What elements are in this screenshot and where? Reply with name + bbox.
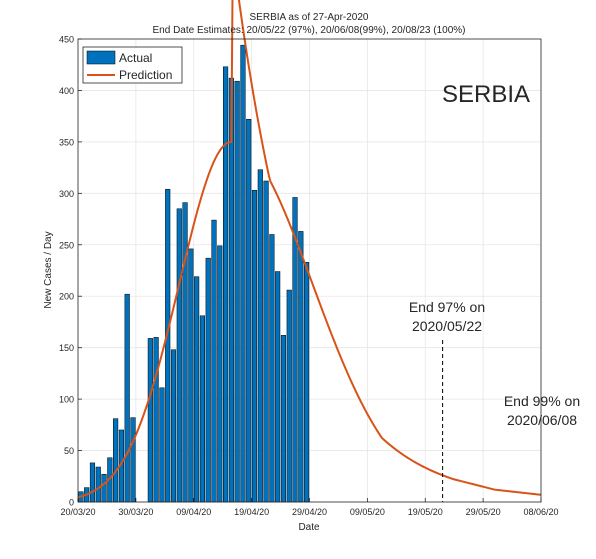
bar-actual	[205, 257, 211, 503]
end-97-label-line1: End 97% on	[409, 299, 485, 315]
y-tick-label: 100	[59, 395, 74, 405]
x-tick-label: 19/05/20	[408, 507, 443, 517]
y-ticks: 0 50 100 150 200 250 300 350 400 450	[59, 35, 82, 508]
legend: Actual Prediction	[82, 46, 183, 84]
bar-actual	[199, 315, 205, 503]
bar-actual	[304, 262, 310, 503]
bar-actual	[113, 418, 119, 503]
bar-actual	[286, 289, 292, 503]
bar-actual	[263, 180, 269, 503]
bar-actual	[211, 219, 217, 503]
legend-actual-label: Actual	[119, 51, 152, 65]
bar-actual	[223, 66, 229, 503]
x-tick-label: 09/04/20	[176, 507, 211, 517]
bar-actual	[188, 248, 194, 503]
bar-actual	[194, 276, 200, 503]
chart-title: SERBIA as of 27-Apr-2020	[250, 12, 369, 23]
y-tick-label: 200	[59, 292, 74, 302]
y-tick-label: 50	[64, 446, 74, 456]
bar-actual	[275, 271, 281, 503]
bar-actual	[147, 338, 153, 503]
bar-actual	[246, 119, 252, 503]
bar-actual	[234, 80, 240, 503]
legend-actual-swatch	[86, 50, 116, 65]
end-99-label-line1: End 99% on	[504, 393, 580, 409]
y-axis-label: New Cases / Day	[43, 231, 54, 308]
bar-actual	[182, 202, 188, 503]
bar-actual	[165, 188, 171, 503]
legend-prediction-label: Prediction	[119, 68, 172, 82]
x-axis-label: Date	[298, 522, 320, 533]
y-tick-label: 150	[59, 343, 74, 353]
bar-actual	[257, 169, 263, 503]
x-tick-label: 09/05/20	[350, 507, 385, 517]
bar-actual	[269, 234, 275, 503]
bar-actual	[95, 466, 101, 503]
bar-actual	[124, 293, 130, 503]
bar-actual	[176, 208, 182, 503]
y-tick-label: 0	[69, 498, 74, 508]
x-tick-label: 29/05/20	[466, 507, 501, 517]
bar-actual	[159, 387, 165, 503]
x-tick-label: 30/03/20	[118, 507, 153, 517]
end-97-label-line2: 2020/05/22	[412, 318, 482, 334]
bar-actual	[170, 349, 177, 503]
x-tick-label: 20/03/20	[60, 507, 95, 517]
bar-actual	[251, 189, 258, 503]
x-tick-label: 29/04/20	[292, 507, 327, 517]
bar-actual	[298, 231, 304, 503]
bar-actual	[280, 335, 287, 503]
bar-actual	[130, 417, 136, 503]
y-tick-label: 300	[59, 189, 74, 199]
chart-subtitle: End Date Estimates: 20/05/22 (97%), 20/0…	[153, 25, 466, 36]
bar-actual	[240, 44, 246, 503]
bar-actual	[217, 245, 223, 503]
bar-actual	[153, 337, 159, 503]
bar-actual	[101, 473, 107, 503]
y-tick-label: 250	[59, 240, 74, 250]
bars	[78, 44, 310, 503]
y-tick-label: 350	[59, 137, 74, 147]
x-tick-label: 19/04/20	[234, 507, 269, 517]
x-tick-label: 08/06/20	[523, 507, 558, 517]
end-99-label-line2: 2020/06/08	[507, 412, 577, 428]
prediction-line	[77, 0, 542, 499]
x-ticks: 20/03/20 30/03/20 09/04/20 19/04/20 29/04/20…	[60, 498, 559, 517]
bar-actual	[89, 462, 96, 503]
country-label: SERBIA	[442, 81, 530, 108]
y-tick-label: 450	[59, 35, 74, 45]
y-tick-label: 400	[59, 86, 74, 96]
